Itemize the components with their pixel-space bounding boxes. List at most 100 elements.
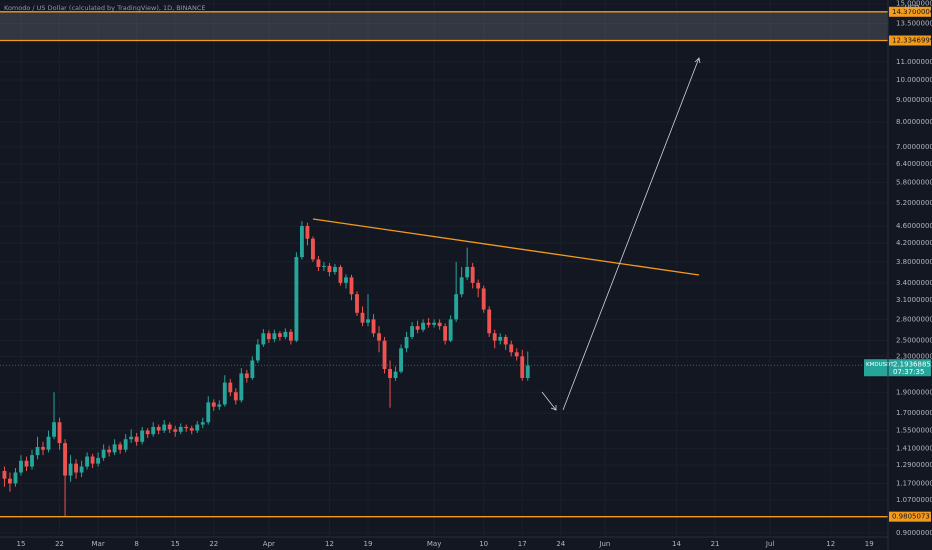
level-label: 12.33469994: [892, 37, 932, 45]
x-tick-label: 22: [55, 540, 64, 548]
candle-body: [13, 472, 18, 484]
candle-body: [211, 402, 216, 407]
candle-body: [492, 333, 497, 341]
candle-body: [101, 449, 106, 458]
x-tick-label: 15: [171, 540, 180, 548]
candle-body: [454, 294, 459, 320]
candle-body: [487, 309, 492, 334]
candle-body: [415, 326, 420, 330]
candle-body: [503, 336, 508, 345]
level-label-box: [889, 6, 931, 17]
y-tick-label: 2.50000000: [896, 337, 932, 345]
y-tick-label: 4.60000000: [896, 222, 932, 230]
candle-body: [333, 266, 337, 273]
candle-body: [35, 447, 40, 456]
x-tick-label: 14: [672, 540, 681, 548]
level-label: 14.37000000: [892, 8, 932, 16]
y-tick-label: 3.10000000: [896, 296, 932, 304]
y-tick-label: 4.20000000: [896, 239, 932, 247]
x-tick-label: 19: [364, 540, 373, 548]
x-tick-label: 10: [479, 540, 488, 548]
candle-body: [24, 460, 29, 467]
candle-body: [134, 436, 139, 442]
candle-body: [145, 430, 150, 435]
candles: [2, 221, 530, 517]
x-tick-label: 12: [826, 540, 835, 548]
candle-body: [239, 373, 244, 401]
y-tick-label: 1.41000000: [896, 444, 932, 452]
candle-body: [399, 348, 403, 372]
candle-body: [481, 288, 486, 310]
candle-body: [189, 428, 194, 431]
y-tick-label: 0.90000000: [896, 529, 932, 537]
candle-body: [421, 322, 426, 330]
candle-body: [261, 333, 266, 345]
candle-body: [448, 319, 453, 341]
x-tick-label: Jul: [765, 540, 775, 548]
candle-body: [525, 365, 530, 378]
candle-body: [437, 322, 442, 327]
candle-body: [156, 426, 161, 431]
candle-body: [371, 319, 376, 334]
candle-body: [443, 326, 448, 341]
candle-body: [90, 456, 95, 464]
candle-body: [476, 282, 481, 289]
y-tick-label: 5.20000000: [896, 199, 932, 207]
candle-body: [322, 265, 326, 267]
y-tick-label: 5.80000000: [896, 178, 932, 186]
axes: 0.90000000 1.07000000 1.17000000 1.29000000…: [17, 0, 932, 548]
candle-body: [85, 456, 90, 467]
candle-body: [19, 460, 23, 473]
x-tick-label: 15: [17, 540, 26, 548]
candle-body: [123, 439, 128, 450]
y-tick-label: 2.30000000: [896, 352, 932, 360]
candle-body: [509, 344, 514, 353]
candle-body: [129, 436, 134, 440]
y-tick-label: 9.00000000: [896, 96, 932, 104]
candle-body: [30, 455, 34, 467]
candle-body: [305, 225, 310, 239]
candle-body: [250, 360, 255, 378]
arrow-down: [541, 391, 557, 411]
candle-body: [388, 369, 392, 378]
y-tick-label: 1.90000000: [896, 388, 932, 396]
last-price-label: 2.19368853: [893, 361, 932, 369]
zone: [0, 11, 888, 41]
y-tick-label: 1.70000000: [896, 409, 932, 417]
candle-body: [382, 340, 387, 370]
candle-body: [327, 265, 332, 273]
candle-body: [514, 352, 519, 357]
candle-body: [222, 382, 227, 405]
candle-body: [288, 331, 293, 341]
y-tick-label: 8.00000000: [896, 118, 932, 126]
candle-body: [426, 322, 431, 325]
x-tick-label: 21: [711, 540, 720, 548]
candle-body: [355, 294, 359, 313]
candle-body: [272, 333, 277, 340]
y-tick-label: 6.40000000: [896, 160, 932, 168]
x-tick-label: 22: [209, 540, 218, 548]
candle-body: [173, 429, 178, 432]
currency: USD: [905, 4, 920, 12]
level-label-box: [889, 35, 931, 46]
candle-body: [299, 225, 304, 258]
candle-body: [63, 443, 67, 476]
x-tick-label: Apr: [263, 540, 275, 548]
candle-body: [57, 422, 62, 444]
y-tick-label: 3.40000000: [896, 279, 932, 287]
levels: 14.3700000012.334699940.98050737KMDUSDT2…: [0, 6, 932, 522]
y-tick-label: 3.80000000: [896, 258, 932, 266]
y-tick-label: 11.00000000: [896, 58, 932, 66]
candle-body: [151, 426, 156, 435]
candle-body: [200, 422, 205, 425]
x-tick-label: 12: [325, 540, 334, 548]
candle-body: [96, 457, 101, 464]
candle-body: [244, 373, 249, 378]
candle-body: [79, 466, 84, 473]
y-tick-label: 13.50000000: [896, 20, 932, 28]
candle-body: [277, 333, 282, 337]
chart-title: Komodo / US Dollar (calculated by Tradin…: [4, 4, 205, 12]
candle-body: [162, 424, 167, 431]
